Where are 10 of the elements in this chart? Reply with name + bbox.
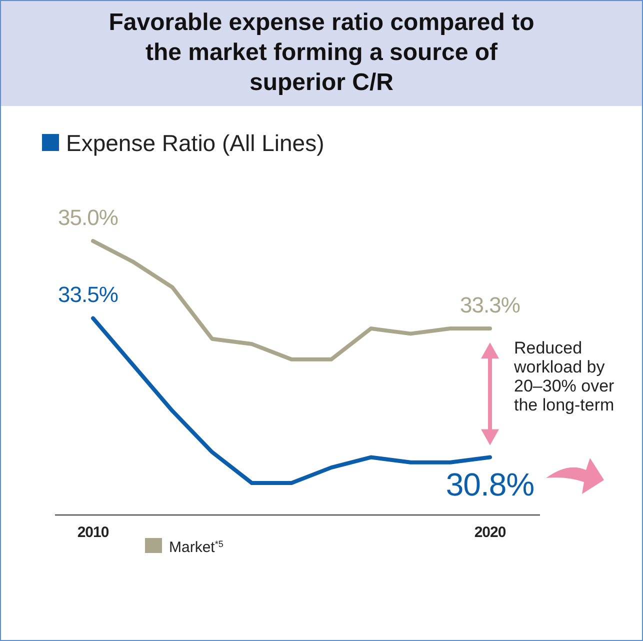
x-tick-label: 2010 (77, 524, 109, 541)
data-label: 35.0% (58, 205, 118, 230)
chart-subtitle: Expense Ratio (All Lines) (66, 130, 324, 156)
data-label: 33.3% (460, 292, 520, 318)
text: Reduced workload by 20–30% over the long-term (513, 338, 615, 415)
chart-title: Favorable expense ratio compared to the market forming a source of superior C/R (108, 9, 534, 96)
legend-label: Market$^{*5}$ (169, 539, 224, 556)
x-tick-label: 2020 (474, 524, 506, 541)
data-label: 30.8% (446, 466, 534, 502)
data-label: 33.5% (58, 282, 118, 308)
